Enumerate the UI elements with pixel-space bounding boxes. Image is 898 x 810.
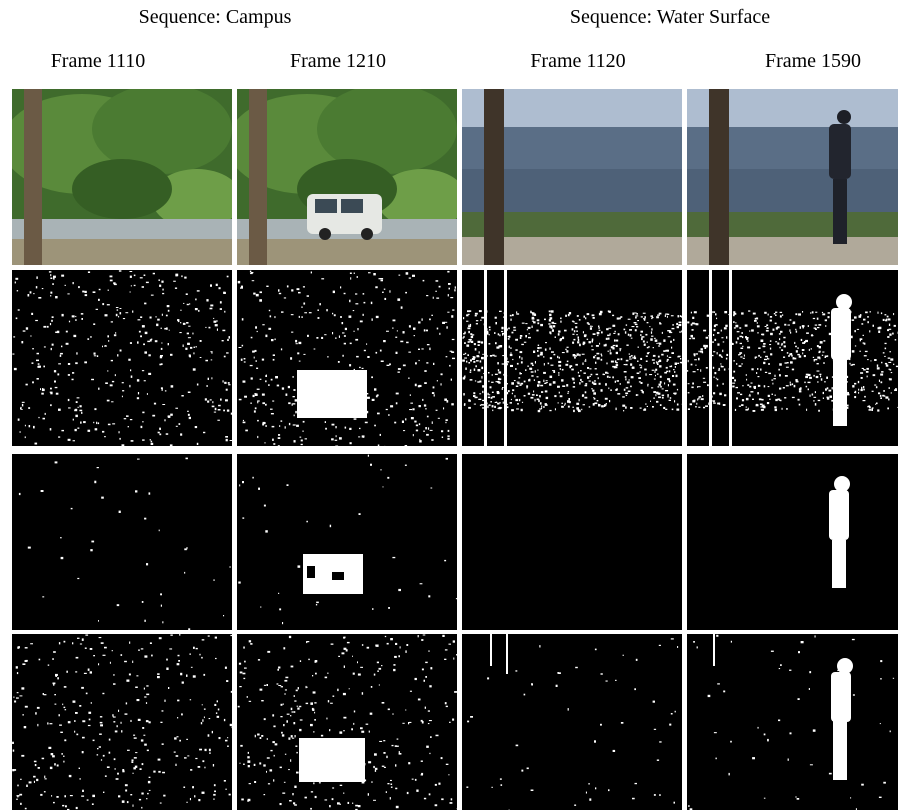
campus-frame-1110-original bbox=[12, 89, 232, 265]
campus-frame-1210-original bbox=[237, 89, 457, 265]
water-frame-1590-result-c bbox=[687, 634, 898, 810]
water-frame-1590-result-a bbox=[687, 270, 898, 446]
water-frame-1590-original bbox=[687, 89, 898, 265]
water-frame-1120-result-b bbox=[462, 454, 682, 630]
campus-frame-1110-result-c bbox=[12, 634, 232, 810]
campus-frame-1110-result-b bbox=[12, 454, 232, 630]
frame-title-3: Frame 1120 bbox=[530, 50, 626, 72]
frame-title-4: Frame 1590 bbox=[764, 50, 862, 72]
water-frame-1120-result-c bbox=[462, 634, 682, 810]
frame-title-2: Frame 1210 bbox=[289, 50, 387, 72]
campus-frame-1210-result-a bbox=[237, 270, 457, 446]
campus-frame-1210-result-c bbox=[237, 634, 457, 810]
campus-frame-1210-result-b bbox=[237, 454, 457, 630]
campus-frame-1110-result-a bbox=[12, 270, 232, 446]
sequence-title-campus: Sequence: Campus bbox=[138, 6, 292, 28]
water-frame-1120-result-a bbox=[462, 270, 682, 446]
sequence-title-water-surface: Sequence: Water Surface bbox=[569, 6, 771, 28]
water-frame-1590-result-b bbox=[687, 454, 898, 630]
water-frame-1120-original bbox=[462, 89, 682, 265]
frame-title-1: Frame 1110 bbox=[50, 50, 146, 72]
